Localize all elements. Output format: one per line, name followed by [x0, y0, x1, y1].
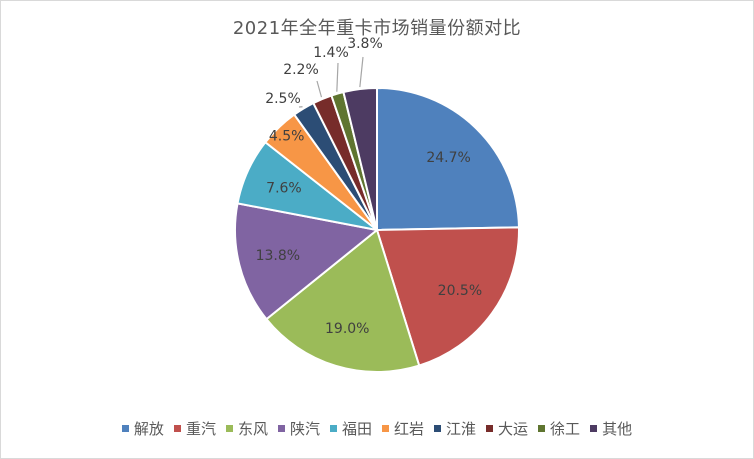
legend-swatch-1	[121, 425, 129, 432]
legend-swatch-2	[173, 425, 181, 432]
legend-item-5: 福田	[329, 418, 372, 439]
legend-swatch-6	[382, 425, 389, 432]
pie-slice-2	[375, 226, 520, 367]
legend-item-7: 江淮	[434, 418, 476, 439]
legend-swatch-4	[277, 425, 285, 432]
legend-label-8: 大运	[498, 420, 529, 438]
legend: 解放 重汽 东风 陕汽 福田 红岩 江淮 大运 徐工 其他	[1, 418, 753, 439]
legend-swatch-9	[538, 425, 546, 432]
legend-item-2: 重汽	[173, 418, 216, 439]
slice-label-3: 19.0%	[325, 321, 369, 337]
legend-label-3: 东风	[237, 420, 268, 438]
slice-label-10: 3.8%	[347, 36, 383, 52]
legend-swatch-3	[225, 425, 233, 432]
legend-swatch-8	[486, 425, 494, 432]
legend-item-9: 徐工	[538, 418, 580, 439]
legend-label-1: 解放	[133, 420, 164, 438]
slice-label-2: 20.5%	[438, 283, 482, 299]
legend-label-2: 重汽	[185, 420, 216, 438]
leader-line-8	[316, 80, 323, 98]
legend-label-10: 其他	[602, 420, 633, 438]
leader-line-10	[359, 56, 364, 88]
slice-label-5: 7.6%	[266, 181, 302, 197]
legend-item-1: 解放	[121, 418, 164, 439]
legend-label-9: 徐工	[550, 420, 581, 438]
legend-item-4: 陕汽	[277, 418, 320, 439]
legend-swatch-5	[329, 425, 337, 432]
legend-label-5: 福田	[341, 420, 372, 438]
legend-label-6: 红岩	[394, 420, 425, 438]
legend-item-6: 红岩	[382, 418, 424, 439]
leader-line-9	[336, 62, 339, 92]
pie-slice-4	[234, 202, 380, 321]
pie-slice-3	[265, 228, 421, 373]
chart-title: 2021年全年重卡市场销量份额对比	[232, 18, 522, 39]
slice-label-1: 24.7%	[426, 150, 470, 166]
slice-label-9: 1.4%	[313, 45, 349, 61]
slice-label-6: 4.5%	[269, 129, 305, 145]
pie-slice-10	[342, 86, 378, 231]
pie-slice-1	[376, 86, 520, 232]
legend-item-8: 大运	[486, 418, 528, 439]
legend-item-10: 其他	[590, 418, 632, 439]
legend-swatch-7	[434, 425, 442, 432]
legend-item-3: 东风	[225, 418, 268, 439]
legend-label-4: 陕汽	[289, 420, 320, 438]
slice-label-7: 2.5%	[265, 91, 301, 107]
legend-swatch-10	[590, 425, 598, 432]
legend-label-7: 江淮	[446, 420, 477, 438]
slice-label-4: 13.8%	[256, 248, 300, 264]
slice-label-8: 2.2%	[283, 62, 319, 78]
